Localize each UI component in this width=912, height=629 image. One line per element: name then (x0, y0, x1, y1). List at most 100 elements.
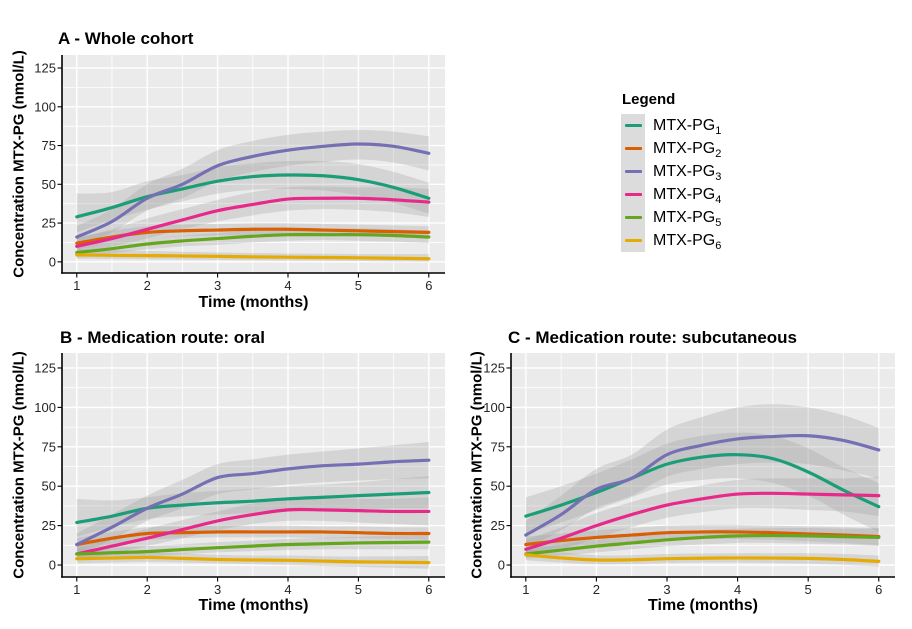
line-mtx-pg1 (75, 173, 431, 219)
legend-item-label: MTX-PG2 (653, 139, 722, 160)
panel-a-plot-area: 1 2 3 4 5 6 0 25 50 75 100 125 (34, 55, 445, 293)
panel-a-series-lines (75, 142, 431, 261)
mtx-pg5-line-swatch-icon (624, 216, 642, 219)
panel-b-y-axis-title: Concentration MTX-PG (nmol/L) (10, 351, 28, 579)
x-tick-label: 3 (663, 582, 670, 597)
legend-item-label: MTX-PG3 (653, 162, 722, 183)
x-tick-label: 6 (425, 582, 432, 597)
x-tick-label: 2 (144, 278, 151, 293)
legend-key (621, 183, 645, 206)
y-tick-label: 25 (42, 518, 56, 533)
x-tick-label: 3 (214, 582, 221, 597)
legend-item: MTX-PG2 (621, 137, 721, 160)
panel-c-x-axis-title: Time (months) (648, 597, 758, 614)
y-tick-label: 75 (42, 138, 56, 153)
panel-b-axes: 1 2 3 4 5 6 0 25 50 75 100 125 (34, 353, 445, 597)
band-mtx-pg1 (525, 432, 879, 534)
x-tick-label: 1 (522, 582, 529, 597)
x-tick-label: 6 (875, 582, 882, 597)
band-mtx-pg4 (76, 497, 429, 561)
mtx-pg6-line-swatch-icon (624, 239, 642, 242)
x-tick-label: 4 (734, 582, 741, 597)
legend-item: MTX-PG1 (621, 114, 721, 137)
y-tick-label: 100 (483, 400, 505, 415)
x-tick-label: 4 (284, 582, 291, 597)
line-mtx-pg3 (75, 142, 431, 239)
y-tick-label: 75 (42, 439, 56, 454)
y-tick-label: 100 (34, 400, 56, 415)
y-tick-label: 100 (34, 99, 56, 114)
band-mtx-pg4 (76, 186, 429, 255)
panel-c-series-lines (524, 433, 881, 563)
line-mtx-pg5 (75, 232, 431, 255)
legend-item: MTX-PG5 (621, 206, 721, 229)
legend-key (621, 160, 645, 183)
panel-b-background (62, 353, 445, 577)
legend-key (621, 114, 645, 137)
x-tick-label: 1 (73, 278, 80, 293)
x-tick-label: 4 (284, 278, 291, 293)
line-mtx-pg2 (524, 530, 881, 547)
panel-b-title: B - Medication route: oral (60, 328, 265, 347)
line-mtx-pg5 (524, 533, 881, 556)
legend-item-label: MTX-PG6 (653, 231, 722, 252)
band-mtx-pg3 (76, 442, 429, 556)
panel-a-x-axis-title: Time (months) (198, 294, 309, 311)
x-tick-label: 6 (425, 278, 432, 293)
y-tick-label: 125 (34, 61, 56, 76)
x-tick-label: 2 (144, 582, 151, 597)
y-tick-label: 125 (34, 360, 56, 375)
x-tick-label: 2 (593, 582, 600, 597)
panel-a-gridlines (62, 55, 445, 273)
legend-title: Legend (622, 91, 676, 108)
legend-item: MTX-PG3 (621, 160, 721, 183)
panel-b-series-lines (75, 458, 431, 565)
panel-a-title: A - Whole cohort (58, 29, 194, 48)
panel-b-plot-area: 1 2 3 4 5 6 0 25 50 75 100 125 (34, 353, 445, 597)
x-tick-label: 3 (214, 278, 221, 293)
x-tick-label: 1 (73, 582, 80, 597)
panel-b-x-axis-title: Time (months) (198, 597, 309, 614)
line-mtx-pg4 (75, 507, 431, 556)
legend-item-label: MTX-PG1 (653, 116, 722, 137)
y-tick-label: 50 (42, 177, 56, 192)
y-tick-label: 75 (491, 439, 505, 454)
y-tick-label: 0 (498, 558, 505, 573)
line-mtx-pg1 (75, 490, 431, 525)
line-mtx-pg3 (524, 433, 881, 537)
legend: Legend MTX-PG1 MTX-PG2 MTX-PG3 MTX-PG4 M… (621, 91, 721, 252)
y-tick-label: 0 (49, 558, 56, 573)
x-tick-label: 5 (355, 582, 362, 597)
line-mtx-pg5 (75, 540, 431, 556)
legend-item: MTX-PG6 (621, 229, 721, 252)
y-tick-label: 0 (49, 254, 56, 269)
mtx-pg2-line-swatch-icon (624, 147, 642, 150)
mtx-pg3-line-swatch-icon (624, 170, 642, 173)
panel-c-title: C - Medication route: subcutaneous (508, 328, 798, 347)
mtx-pg1-line-swatch-icon (624, 124, 642, 127)
panel-a-axes: 1 2 3 4 5 6 0 25 50 75 100 125 (34, 55, 445, 293)
line-mtx-pg4 (524, 491, 881, 551)
y-tick-label: 125 (483, 360, 505, 375)
line-mtx-pg4 (75, 196, 431, 248)
band-mtx-pg3 (76, 130, 429, 247)
mtx-pg4-line-swatch-icon (624, 193, 642, 196)
line-mtx-pg6 (75, 555, 431, 565)
panel-c-plot-area: 1 2 3 4 5 6 0 25 50 75 100 125 (483, 353, 895, 597)
y-tick-label: 25 (42, 216, 56, 231)
band-mtx-pg4 (525, 476, 879, 558)
line-mtx-pg3 (75, 458, 431, 547)
y-tick-label: 25 (491, 518, 505, 533)
y-tick-label: 50 (42, 479, 56, 494)
x-tick-label: 5 (805, 582, 812, 597)
legend-key (621, 206, 645, 229)
band-mtx-pg3 (525, 404, 879, 548)
x-tick-label: 5 (355, 278, 362, 293)
legend-key (621, 229, 645, 252)
panel-a-y-axis-title: Concentration MTX-PG (nmol/L) (10, 50, 28, 278)
y-tick-label: 50 (491, 479, 505, 494)
band-mtx-pg1 (76, 475, 429, 537)
line-mtx-pg6 (75, 253, 431, 261)
